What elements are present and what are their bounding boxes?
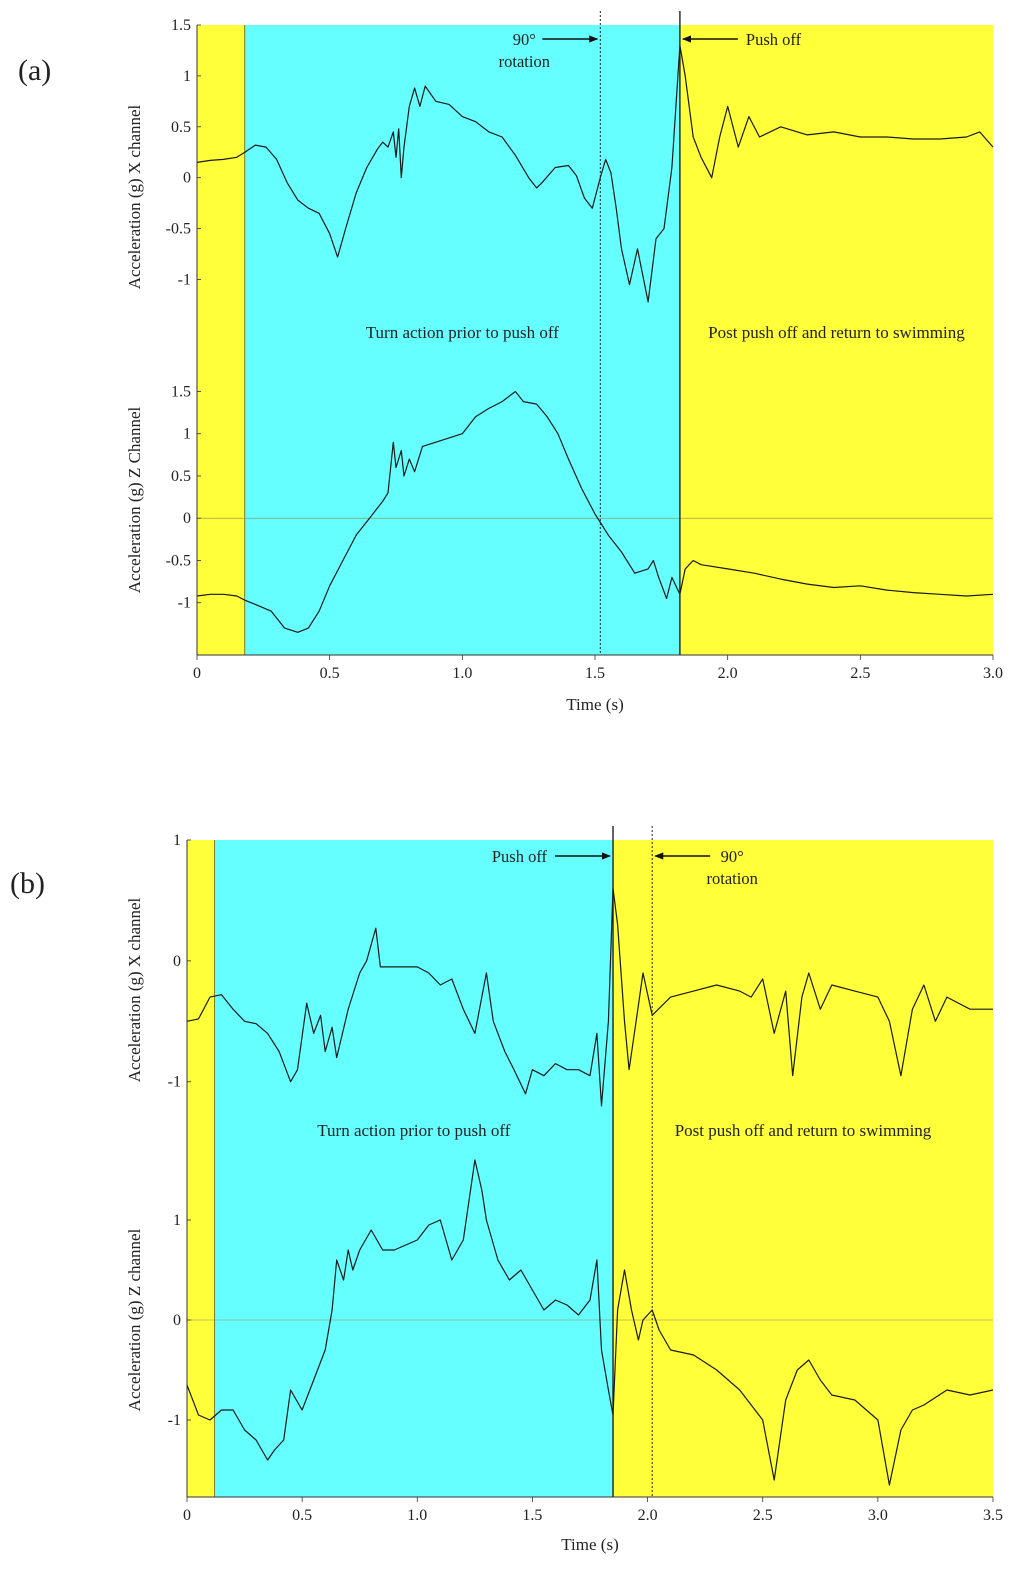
y-tick-label-x: 1.5 <box>171 17 191 34</box>
region-turn <box>214 840 614 1497</box>
y-tick-label-x: 1 <box>173 832 181 849</box>
region-post <box>679 25 993 655</box>
event-label-line2-rotation: rotation <box>707 869 758 888</box>
event-label-rotation: 90° <box>513 30 536 49</box>
y-tick-label-x: 1 <box>183 68 191 85</box>
y-tick-label-z: -0.5 <box>166 552 191 569</box>
x-tick-label: 0 <box>183 1507 191 1524</box>
series-line-x <box>186 887 993 1107</box>
x-tick-label: 3.0 <box>868 1507 888 1524</box>
y-tick-label-x: 0.5 <box>171 119 191 136</box>
region-label-turn: Turn action prior to push off <box>317 1121 510 1140</box>
x-tick-label: 1.0 <box>452 665 472 682</box>
region-label-post: Post push off and return to swimming <box>708 323 965 342</box>
x-axis-label: Time (s) <box>561 1535 618 1554</box>
x-tick-label: 0.5 <box>320 665 340 682</box>
y-tick-label-z: 0.5 <box>171 468 191 485</box>
series-line-z <box>186 1159 994 1486</box>
event-label-rotation: 90° <box>721 847 744 866</box>
series-line-x <box>196 44 994 303</box>
y-tick-label-x: 0 <box>173 953 181 970</box>
x-tick-label: 1.5 <box>585 665 605 682</box>
series-line-z <box>196 390 994 633</box>
y-axis-label-z: Acceleration (g) Z channel <box>125 1228 144 1411</box>
y-tick-label-z: 1.5 <box>171 383 191 400</box>
x-tick-label: 1.0 <box>407 1507 427 1524</box>
x-tick-label: 2.5 <box>753 1507 773 1524</box>
x-axis-label: Time (s) <box>566 695 623 714</box>
panel-label: (a) <box>18 54 51 87</box>
y-tick-label-z: 1 <box>173 1212 181 1229</box>
region-post <box>613 840 993 1497</box>
y-axis-label-x: Acceleration (g) X channel <box>125 104 144 289</box>
x-tick-label: 0.5 <box>292 1507 312 1524</box>
region-pre <box>197 25 245 655</box>
y-tick-label-z: 1 <box>183 426 191 443</box>
y-tick-label-x: -1 <box>178 271 191 288</box>
x-tick-label: 2.0 <box>638 1507 658 1524</box>
event-label-line2-rotation: rotation <box>499 52 550 71</box>
x-tick-label: 0 <box>193 665 201 682</box>
x-tick-label: 3.5 <box>983 1507 1003 1524</box>
y-tick-label-z: 0 <box>183 510 191 527</box>
y-tick-label-x: -1 <box>168 1074 181 1091</box>
x-tick-label: 1.5 <box>522 1507 542 1524</box>
y-tick-label-z: -1 <box>168 1412 181 1429</box>
panel-label: (b) <box>10 867 45 900</box>
event-label-pushoff: Push off <box>746 30 802 49</box>
y-tick-label-x: 0 <box>183 170 191 187</box>
x-tick-label: 3.0 <box>983 665 1003 682</box>
y-tick-label-z: -1 <box>178 595 191 612</box>
x-tick-label: 2.0 <box>718 665 738 682</box>
y-axis-label-x: Acceleration (g) X channel <box>125 897 144 1082</box>
panel-b: Turn action prior to push off Post push o… <box>10 826 1003 1554</box>
region-turn <box>244 25 680 655</box>
y-tick-label-z: 0 <box>173 1312 181 1329</box>
y-tick-label-x: -0.5 <box>166 221 191 238</box>
region-pre <box>187 840 215 1497</box>
region-label-turn: Turn action prior to push off <box>366 323 559 342</box>
event-label-pushoff: Push off <box>492 847 548 866</box>
x-tick-label: 2.5 <box>850 665 870 682</box>
y-axis-label-z: Acceleration (g) Z Channel <box>125 407 144 594</box>
panel-a: Turn action prior to push off Post push o… <box>18 11 1003 714</box>
region-label-post: Post push off and return to swimming <box>675 1121 932 1140</box>
